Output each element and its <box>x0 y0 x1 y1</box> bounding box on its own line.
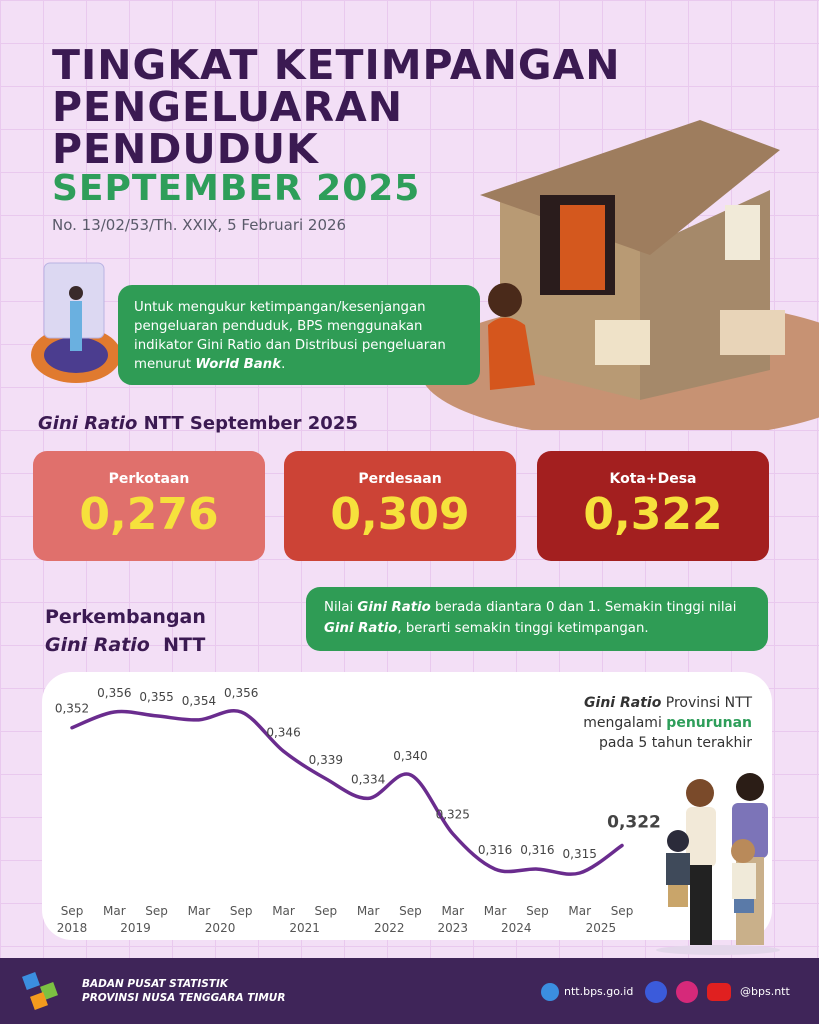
x-tick-label: Sep <box>526 904 549 918</box>
title: PENGELUARAN <box>52 83 404 131</box>
text: Perkembangan <box>45 606 206 628</box>
x-group-label: 2022 <box>374 921 405 935</box>
social-icons[interactable] <box>644 980 732 1004</box>
data-label: 0,315 <box>563 847 597 861</box>
data-label: 0,325 <box>436 808 470 822</box>
x-group-label: 2023 <box>437 921 468 935</box>
org-region: PROVINSI NUSA TENGGARA TIMUR <box>82 992 286 1004</box>
web-icon <box>541 983 559 1001</box>
x-tick-label: Sep <box>61 904 84 918</box>
data-label: 0,316 <box>478 843 512 857</box>
x-tick-label: Mar <box>484 904 507 918</box>
intro-text: Untuk mengukur ketimpangan/kesenjangan p… <box>118 285 480 374</box>
annotation: Gini Ratio Provinsi NTT mengalami penuru… <box>540 693 752 753</box>
data-label: 0,346 <box>266 725 300 739</box>
text: , berarti semakin tinggi ketimpangan. <box>397 621 649 636</box>
text: mengalami <box>583 715 667 731</box>
x-group-label: 2020 <box>205 921 236 935</box>
text: Gini Ratio <box>584 695 662 711</box>
person-illustration <box>31 262 121 383</box>
x-group-label: 2019 <box>120 921 151 935</box>
data-label: 0,356 <box>224 686 258 700</box>
text: NTT September 2025 <box>137 413 358 434</box>
x-group-label: 2025 <box>586 921 617 935</box>
x-tick-label: Mar <box>441 904 464 918</box>
text: Gini Ratio <box>324 621 398 636</box>
data-label: 0,355 <box>139 690 173 704</box>
x-tick-label: Mar <box>188 904 211 918</box>
org-name: BADAN PUSAT STATISTIK <box>82 978 229 990</box>
x-group-label: 2024 <box>501 921 532 935</box>
note-text: Nilai Gini Ratio berada diantara 0 dan 1… <box>306 587 768 649</box>
data-label: 0,339 <box>309 753 343 767</box>
intro-box: Untuk mengukur ketimpangan/kesenjangan p… <box>118 285 480 385</box>
data-label: 0,354 <box>182 694 216 708</box>
card-label: Perkotaan <box>108 471 190 487</box>
text: berada diantara 0 dan 1. Semakin tinggi … <box>430 600 737 615</box>
footer: BADAN PUSAT STATISTIK PROVINSI NUSA TENG… <box>0 958 819 1024</box>
text: penurunan <box>666 715 752 731</box>
x-tick-label: Sep <box>145 904 168 918</box>
card: Perdesaan 0,309 <box>284 451 516 561</box>
trend-heading: Perkembangan Gini Ratio NTT <box>45 603 206 659</box>
data-label: 0,322 <box>607 813 661 833</box>
x-tick-label: Mar <box>357 904 380 918</box>
data-label: 0,352 <box>55 702 89 716</box>
card-value: 0,322 <box>583 489 723 540</box>
data-label: 0,316 <box>520 843 554 857</box>
x-group-label: 2018 <box>57 921 88 935</box>
text: Nilai <box>324 600 358 615</box>
gini-heading: Gini Ratio NTT September 2025 <box>38 413 358 434</box>
x-tick-label: Mar <box>103 904 126 918</box>
note-box: Nilai Gini Ratio berada diantara 0 dan 1… <box>306 587 768 651</box>
text: World Bank <box>195 357 282 372</box>
data-label: 0,356 <box>97 686 131 700</box>
hut-illustration <box>420 120 819 430</box>
text: . <box>281 357 286 372</box>
data-label: 0,340 <box>393 749 427 763</box>
x-tick-label: Sep <box>230 904 253 918</box>
reference: No. 13/02/53/Th. XXIX, 5 Februari 2026 <box>52 216 347 234</box>
x-tick-label: Mar <box>568 904 591 918</box>
line <box>70 709 624 876</box>
data-label: 0,334 <box>351 772 385 786</box>
text: Gini Ratio <box>357 600 431 615</box>
social-handle[interactable]: @bps.ntt <box>740 985 790 998</box>
text: pada 5 tahun terakhir <box>599 735 752 751</box>
x-tick-label: Sep <box>315 904 338 918</box>
x-tick-label: Sep <box>399 904 422 918</box>
card-value: 0,276 <box>79 489 219 540</box>
website[interactable]: ntt.bps.go.id <box>564 985 634 998</box>
bps-logo <box>22 972 58 1010</box>
x-tick-label: Sep <box>611 904 634 918</box>
text: Untuk mengukur ketimpangan/kesenjangan p… <box>134 300 446 372</box>
card: Kota+Desa 0,322 <box>537 451 769 561</box>
title: PENDUDUK <box>52 125 319 173</box>
text: Provinsi NTT <box>661 695 752 711</box>
card-label: Kota+Desa <box>609 471 697 487</box>
x-group-label: 2021 <box>289 921 320 935</box>
card-label: Perdesaan <box>358 471 442 487</box>
title: TINGKAT KETIMPANGAN <box>52 41 621 89</box>
card-value: 0,309 <box>330 489 470 540</box>
period: SEPTEMBER 2025 <box>52 168 421 209</box>
card: Perkotaan 0,276 <box>33 451 265 561</box>
text: Gini Ratio <box>45 634 150 656</box>
text: NTT <box>149 634 206 656</box>
text: Gini Ratio <box>38 413 138 434</box>
x-tick-label: Mar <box>272 904 295 918</box>
family-illustration <box>656 773 780 955</box>
